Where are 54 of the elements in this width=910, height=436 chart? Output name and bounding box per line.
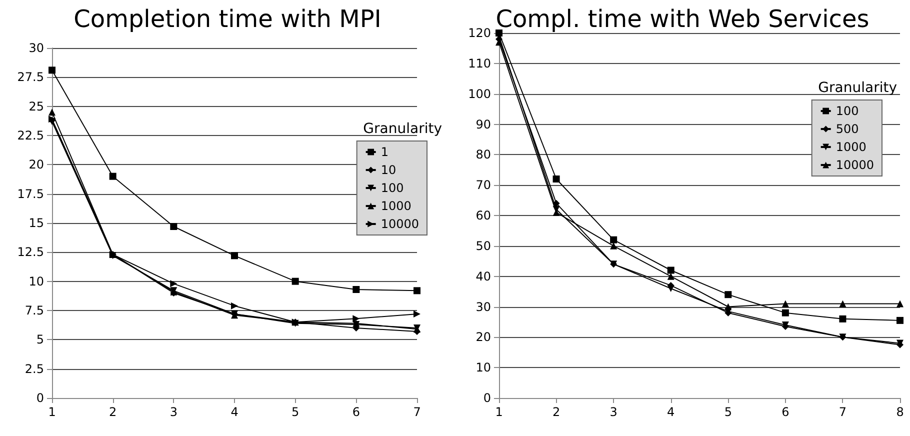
x-tick-label: 5 (292, 405, 300, 419)
legend-label: 1000 (380, 199, 412, 213)
y-tick-label: 10 (28, 274, 44, 288)
y-tick-label: 50 (476, 238, 491, 253)
y-tick-label: 2.5 (24, 362, 44, 376)
y-tick-label: 12.5 (17, 245, 44, 260)
y-tick-label: 120 (468, 26, 491, 40)
x-tick-label: 1 (495, 405, 503, 419)
x-tick-label: 7 (413, 405, 421, 419)
legend-label: 100 (380, 181, 404, 195)
legend-label: 10000 (836, 158, 874, 172)
y-tick-label: 22.5 (17, 128, 44, 142)
x-tick-label: 6 (352, 405, 360, 419)
y-tick-label: 70 (476, 178, 491, 192)
x-tick-label: 3 (610, 405, 618, 419)
x-tick-label: 8 (896, 405, 904, 419)
x-tick-label: 4 (667, 405, 675, 419)
y-tick-label: 40 (476, 269, 491, 284)
y-tick-label: 7.5 (24, 304, 44, 318)
x-tick-label: 5 (724, 405, 732, 419)
legend-label: 500 (836, 122, 859, 136)
chart-title: Completion time with MPI (74, 5, 382, 33)
y-tick-label: 15 (28, 216, 44, 230)
x-tick-label: 3 (170, 405, 178, 419)
legend-title: Granularity (363, 121, 442, 137)
y-tick-label: 30 (476, 300, 491, 314)
x-tick-label: 6 (782, 405, 790, 419)
chart-title: Compl. time with Web Services (496, 5, 870, 33)
y-tick-label: 27.5 (17, 70, 44, 84)
y-tick-label: 20 (476, 330, 491, 344)
x-tick-label: 1 (48, 405, 56, 419)
y-tick-label: 0 (483, 391, 491, 405)
legend-label: 1000 (836, 140, 866, 154)
x-tick-label: 2 (552, 405, 560, 419)
y-tick-label: 17.5 (17, 186, 44, 201)
legend-label: 10000 (380, 217, 420, 231)
y-tick-label: 100 (468, 86, 491, 101)
x-tick-label: 4 (230, 405, 238, 419)
legend-label: 100 (836, 104, 859, 118)
legend-title: Granularity (818, 80, 898, 96)
y-tick-label: 0 (36, 391, 44, 405)
legend-label: 1 (380, 145, 388, 159)
y-tick-label: 25 (28, 99, 44, 114)
y-tick-label: 60 (476, 208, 491, 222)
y-tick-label: 90 (476, 117, 491, 132)
y-tick-label: 110 (468, 56, 491, 70)
x-tick-label: 7 (838, 405, 847, 419)
legend-label: 10 (380, 163, 396, 177)
y-tick-label: 20 (28, 158, 44, 172)
y-tick-label: 5 (36, 332, 44, 347)
x-tick-label: 2 (109, 405, 117, 419)
y-tick-label: 30 (28, 41, 44, 55)
y-tick-label: 80 (476, 148, 491, 162)
y-tick-label: 10 (476, 360, 491, 375)
